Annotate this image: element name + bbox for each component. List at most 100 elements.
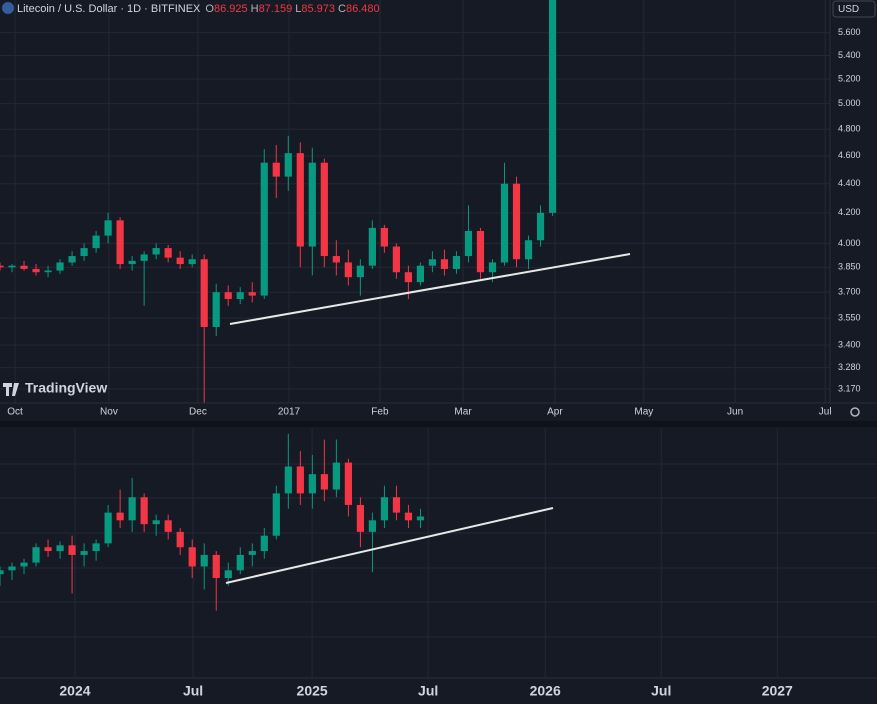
candle-body <box>44 270 52 273</box>
candle-body <box>212 292 220 328</box>
y-tick-label: 4.200 <box>838 207 861 217</box>
candle-body <box>476 230 485 273</box>
candle-body <box>260 535 268 552</box>
candle-body <box>404 272 412 283</box>
x-tick-label: Jul <box>418 683 438 699</box>
trend-line <box>229 253 631 325</box>
candle-body <box>308 474 316 494</box>
y-tick-label: 5.000 <box>838 98 861 108</box>
y-tick-label: 5.400 <box>838 50 861 60</box>
candle-body <box>488 262 497 273</box>
candle-body <box>368 227 376 266</box>
ohlc-value: 87.159 <box>259 3 293 15</box>
currency-button[interactable] <box>832 0 876 18</box>
x-tick-label: 2026 <box>530 683 561 699</box>
candle-body <box>296 153 304 247</box>
candle-body <box>212 554 220 578</box>
y-tick-label: 3.280 <box>838 362 861 372</box>
y-tick-label: 5.200 <box>838 73 861 83</box>
ohlc-label: H <box>251 3 259 15</box>
x-tick-label: 2025 <box>297 683 328 699</box>
candle-body <box>32 547 40 563</box>
candle-body <box>176 257 184 265</box>
candle-body <box>404 512 413 521</box>
candle-body <box>68 256 76 263</box>
candle-body <box>80 248 88 257</box>
candle-body <box>0 570 4 575</box>
x-tick-label: Mar <box>454 407 472 418</box>
candle-body <box>548 0 557 213</box>
y-tick-label: 3.850 <box>838 262 861 272</box>
candle-body <box>32 268 40 273</box>
x-tick-label: 2024 <box>59 683 90 699</box>
candle-body <box>164 248 172 258</box>
candle-body <box>284 153 292 177</box>
y-tick-label: 4.400 <box>838 178 861 188</box>
candle-body <box>344 462 353 505</box>
symbol: Litecoin / U.S. Dollar · 1D · BITFINEX <box>17 3 201 15</box>
watermark-logo <box>3 383 19 396</box>
candle-body <box>296 466 304 494</box>
candle-body <box>80 551 88 555</box>
candle-body <box>92 543 100 552</box>
candle-body <box>416 265 425 283</box>
candle-body <box>92 235 100 249</box>
x-tick-label: Dec <box>189 407 207 418</box>
candle-body <box>320 474 328 490</box>
candle-body <box>248 551 256 555</box>
candle-body <box>116 220 124 265</box>
x-tick-label: Apr <box>547 407 563 418</box>
pane-separator <box>0 421 877 427</box>
candle-body <box>308 162 316 247</box>
candle-body <box>320 162 328 257</box>
candle-body <box>224 570 232 578</box>
candle-body <box>440 259 449 269</box>
candle-body <box>188 259 196 265</box>
ohlc-label: O <box>205 3 214 15</box>
candle-body <box>464 230 473 257</box>
candle-body <box>500 183 509 263</box>
candle-body <box>44 547 52 552</box>
currency-label[interactable]: USD <box>838 4 859 15</box>
candle-body <box>332 256 340 263</box>
y-tick-label: 3.170 <box>838 383 861 393</box>
ohlc-value: 86.925 <box>214 3 248 15</box>
x-tick-label: Jul <box>183 683 203 699</box>
candle-body <box>236 292 244 300</box>
settings-icon[interactable] <box>850 407 860 417</box>
candle-body <box>164 520 172 532</box>
candle-body <box>8 265 16 268</box>
y-tick-label: 3.550 <box>838 312 861 322</box>
candle-body <box>104 512 112 544</box>
candle-body <box>536 212 545 241</box>
candle-body <box>20 562 28 567</box>
candle-body <box>392 497 401 513</box>
candle-body <box>332 462 340 490</box>
candle-body <box>260 162 268 296</box>
candle-body <box>152 248 160 255</box>
candle-body <box>392 246 400 273</box>
y-tick-label: 3.400 <box>838 340 861 350</box>
x-tick-label: Jul <box>819 407 832 418</box>
candle-body <box>188 547 196 567</box>
ohlc-value: 85.973 <box>301 3 335 15</box>
candle-body <box>248 292 256 296</box>
candle-body <box>272 162 280 177</box>
candle-body <box>56 545 64 552</box>
candle-body <box>200 554 208 567</box>
bottom-pane <box>0 428 877 678</box>
candle-body <box>380 497 389 521</box>
symbol-logo <box>2 2 14 14</box>
candle-body <box>20 265 28 269</box>
candle-body <box>344 262 352 278</box>
ohlc-label: L <box>295 3 301 15</box>
y-tick-label: 3.700 <box>838 287 861 297</box>
header: Litecoin / U.S. Dollar · 1D · BITFINEX O8… <box>17 3 380 15</box>
candle-body <box>152 520 160 525</box>
x-tick-label: Oct <box>7 407 23 418</box>
candle-body <box>0 265 4 268</box>
candle-body <box>104 220 112 236</box>
candle-body <box>284 466 292 494</box>
